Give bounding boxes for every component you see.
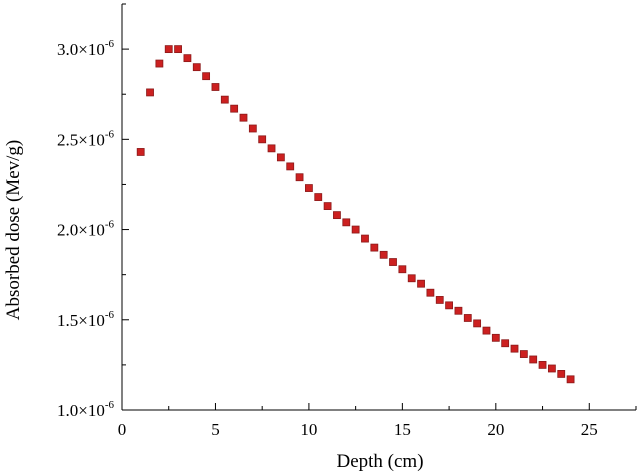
data-point [305,184,313,192]
data-point [192,63,201,72]
data-point [538,360,547,369]
data-point [510,344,519,353]
data-point [463,314,472,322]
data-point [407,274,416,283]
data-point [267,144,276,153]
data-point [361,234,369,243]
data-point [445,301,453,310]
x-tick-label: 20 [487,420,504,439]
data-point [248,124,257,133]
y-axis-title: Absorbed dose (Mev/g) [3,140,24,320]
data-point [529,355,538,364]
data-point [146,88,154,97]
data-point [519,350,528,358]
data-point [258,135,267,144]
data-point [164,45,173,54]
data-point [566,375,575,384]
data-point [557,370,566,378]
data-point [501,339,510,348]
data-point [314,193,323,201]
data-point [473,319,482,328]
x-tick-label: 10 [300,420,317,439]
data-point [230,104,239,113]
data-point [379,250,388,259]
data-point [220,95,229,104]
x-tick-label: 0 [118,420,127,439]
data-point [426,288,435,297]
data-point [398,265,407,274]
x-axis-title: Depth (cm) [336,451,423,472]
data-point [211,83,220,91]
data-point [389,258,397,266]
data-points [136,45,575,384]
y-tick-label: 1.0×10-6 [57,399,115,420]
data-point [417,279,425,288]
data-point [295,173,304,182]
data-point [482,326,491,335]
data-point [136,148,145,156]
y-tick-label: 2.0×10-6 [57,219,115,240]
data-point [286,162,295,171]
y-tick-label: 3.0×10-6 [57,38,115,59]
data-point [155,59,164,68]
data-point [202,72,211,81]
x-tick-label: 15 [394,420,411,439]
data-point [351,225,360,234]
data-point [174,45,182,54]
y-tick-label: 2.5×10-6 [57,128,115,149]
data-point [435,296,444,304]
data-point [454,306,463,315]
y-ticks: 1.0×10-6 1.5×10-6 2.0×10-6 2.5×10-6 3.0×10-6 [57,3,129,420]
data-point [370,243,379,252]
y-tick-label: 1.5×10-6 [57,309,115,330]
x-ticks: 0 5 10 15 20 25 [118,403,637,439]
x-tick-label: 5 [211,420,220,439]
data-point [183,54,192,63]
data-point [276,153,285,162]
axes [121,4,636,411]
data-point [342,218,351,227]
x-tick-label: 25 [581,420,598,439]
data-point [239,113,248,122]
data-point [491,333,500,342]
data-point [323,202,332,210]
data-point [547,364,556,373]
data-point [333,211,341,220]
